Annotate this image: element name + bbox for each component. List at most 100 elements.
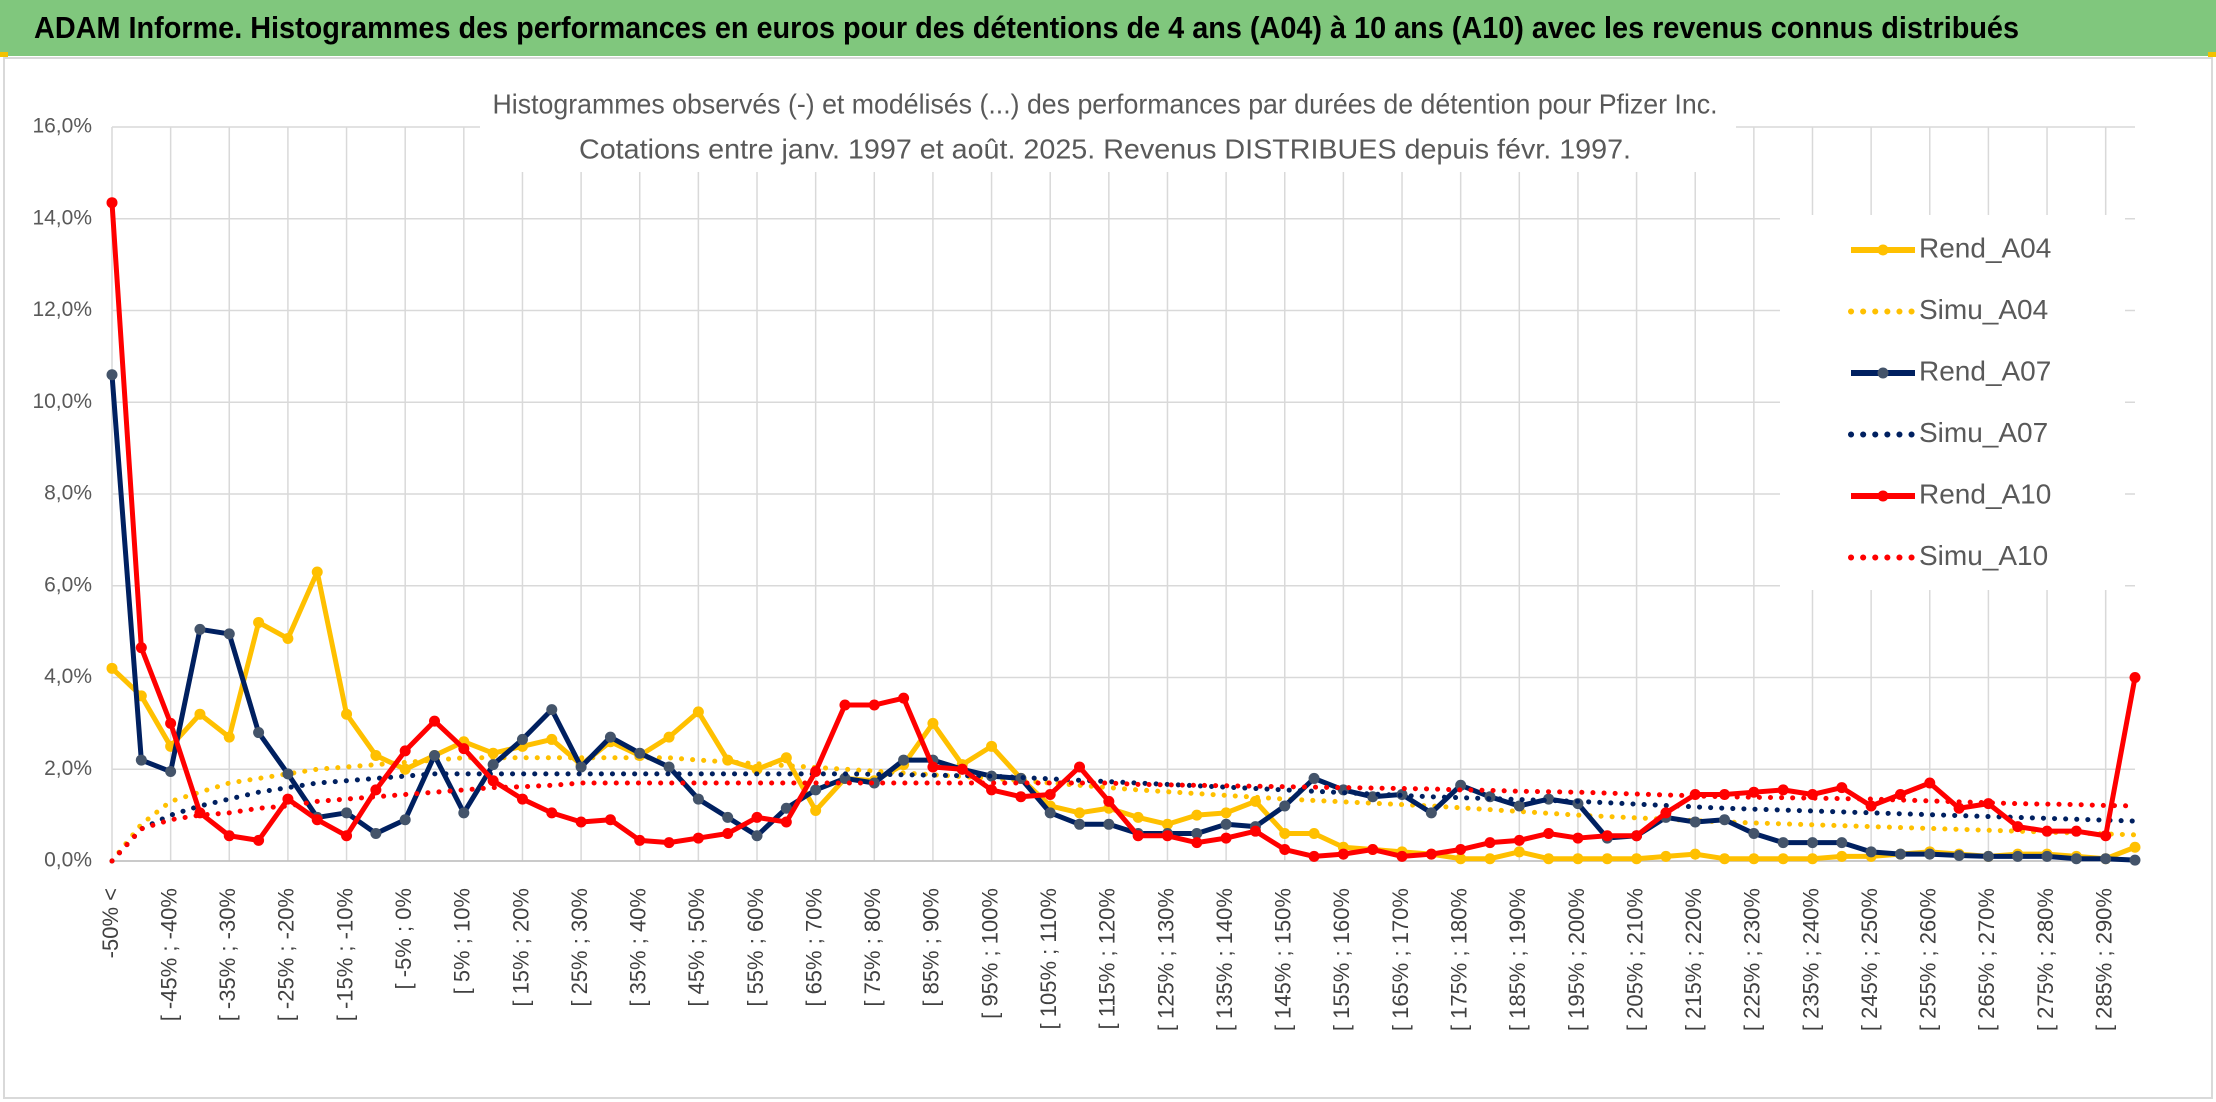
- series-line: [109, 755, 2138, 864]
- data-point: [1308, 827, 1320, 839]
- data-point: [1543, 853, 1555, 865]
- data-point: [1719, 814, 1731, 826]
- data-point: [487, 747, 499, 759]
- data-point: [1513, 834, 1525, 846]
- data-point: [1220, 832, 1232, 844]
- data-point: [1924, 777, 1936, 789]
- data-point: [282, 768, 294, 780]
- x-tick-label: [ 245% ; 250%: [1857, 888, 1882, 1031]
- data-point: [722, 754, 734, 766]
- data-point: [487, 759, 499, 771]
- data-point: [2070, 825, 2082, 837]
- data-point: [458, 807, 470, 819]
- data-point: [1894, 848, 1906, 860]
- data-point: [810, 784, 822, 796]
- data-point: [2041, 825, 2053, 837]
- data-point: [370, 784, 382, 796]
- data-point: [1279, 827, 1291, 839]
- data-point: [1777, 853, 1789, 865]
- data-point: [663, 837, 675, 849]
- data-point: [1279, 800, 1291, 812]
- corner-mark: [0, 52, 8, 57]
- data-point: [722, 827, 734, 839]
- data-point: [751, 830, 763, 842]
- series-line: [109, 780, 2138, 864]
- data-point: [1396, 850, 1408, 862]
- data-point: [1748, 786, 1760, 798]
- data-point: [546, 704, 558, 716]
- data-point: [1806, 837, 1818, 849]
- x-tick-label: [ 105% ; 110%: [1036, 888, 1061, 1029]
- data-point: [1924, 848, 1936, 860]
- legend-label: Simu_A10: [1919, 540, 2048, 571]
- data-point: [1279, 844, 1291, 856]
- data-point: [370, 827, 382, 839]
- data-point: [1689, 816, 1701, 828]
- x-tick-label: [ 265% ; 270%: [1974, 888, 1999, 1031]
- data-point: [1161, 830, 1173, 842]
- x-tick-label: [ -5% ; 0%: [391, 888, 416, 989]
- x-tick-label: [ 165% ; 170%: [1388, 888, 1413, 1031]
- data-point: [634, 834, 646, 846]
- legend-label: Rend_A04: [1919, 232, 2051, 263]
- data-point: [399, 814, 411, 826]
- x-tick-label: [ 15% ; 20%: [508, 888, 533, 1007]
- data-point: [722, 811, 734, 823]
- data-point: [399, 745, 411, 757]
- grid: 0,0% 2,0% 4,0% 6,0% 8,0% 10,0% 12,0% 14,0% 16,0%…: [32, 115, 2135, 1031]
- x-tick-label: [ 25% ; 30%: [567, 888, 592, 1007]
- x-tick-label: [ -45% ; -40%: [156, 888, 181, 1021]
- data-point: [223, 628, 235, 640]
- data-point: [516, 793, 528, 805]
- legend-label: Simu_A04: [1919, 294, 2048, 325]
- data-point: [780, 752, 792, 764]
- data-point: [1337, 848, 1349, 860]
- y-tick-label: 2,0%: [44, 757, 92, 780]
- data-point: [575, 761, 587, 773]
- x-tick-label: [ 175% ; 180%: [1446, 888, 1471, 1031]
- data-point: [282, 793, 294, 805]
- data-point: [1836, 837, 1848, 849]
- data-point: [751, 811, 763, 823]
- x-tick-label: [ 205% ; 210%: [1622, 888, 1647, 1031]
- x-tick-label: [ 235% ; 240%: [1798, 888, 1823, 1031]
- data-point: [634, 747, 646, 759]
- data-point: [429, 715, 441, 727]
- data-point: [1015, 791, 1027, 803]
- x-tick-label: [ 215% ; 220%: [1681, 888, 1706, 1031]
- series-line: [109, 374, 2136, 863]
- data-point: [223, 830, 235, 842]
- x-tick-label: [ 155% ; 160%: [1329, 888, 1354, 1031]
- data-point: [2129, 841, 2141, 853]
- data-point: [1631, 853, 1643, 865]
- data-point: [253, 616, 265, 628]
- data-point: [341, 830, 353, 842]
- data-point: [1836, 782, 1848, 794]
- legend-marker: [1877, 244, 1889, 256]
- data-point: [692, 832, 704, 844]
- x-tick-label: [ 95% ; 100%: [977, 888, 1002, 1019]
- data-point: [692, 706, 704, 718]
- data-point: [810, 766, 822, 778]
- data-point: [1513, 846, 1525, 858]
- data-point: [1308, 850, 1320, 862]
- data-point: [810, 805, 822, 817]
- data-point: [341, 807, 353, 819]
- data-point: [927, 761, 939, 773]
- data-point: [1865, 846, 1877, 858]
- data-point: [1455, 844, 1467, 856]
- x-tick-label: [ 55% ; 60%: [743, 888, 768, 1007]
- data-point: [165, 717, 177, 729]
- data-point: [1074, 807, 1086, 819]
- data-point: [2012, 821, 2024, 833]
- x-tick-label: [ 35% ; 40%: [626, 888, 651, 1007]
- data-point: [1220, 807, 1232, 819]
- x-tick-label: [ 255% ; 260%: [1916, 888, 1941, 1031]
- header-title: ADAM Informe. Histogrammes des performan…: [34, 10, 2019, 45]
- data-point: [370, 749, 382, 761]
- legend-label: Simu_A07: [1919, 417, 2048, 448]
- data-point: [458, 743, 470, 755]
- data-point: [692, 793, 704, 805]
- legend-label: Rend_A07: [1919, 355, 2051, 386]
- data-point: [253, 727, 265, 739]
